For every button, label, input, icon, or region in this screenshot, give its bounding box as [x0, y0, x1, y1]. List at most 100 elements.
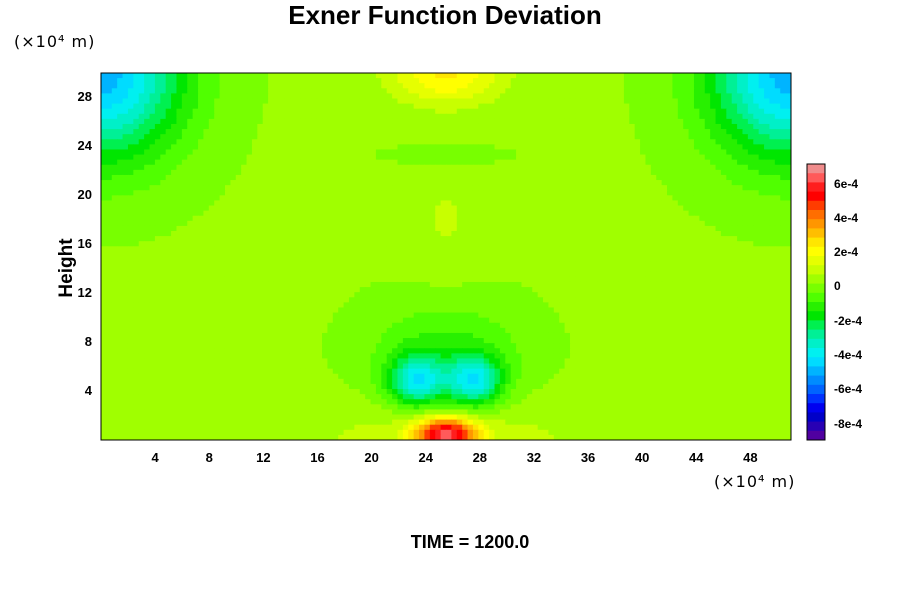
- field-cell: [683, 108, 690, 115]
- field-cell: [785, 210, 791, 217]
- field-cell: [720, 159, 727, 166]
- field-cell: [429, 108, 436, 115]
- field-cell: [165, 256, 172, 263]
- field-cell: [553, 236, 560, 242]
- field-cell: [521, 113, 528, 120]
- field-cell: [774, 83, 781, 89]
- field-cell: [241, 113, 248, 120]
- field-cell: [187, 231, 194, 237]
- field-cell: [289, 93, 296, 100]
- field-cell: [327, 174, 334, 181]
- field-cell: [667, 246, 674, 253]
- field-cell: [402, 241, 409, 247]
- field-cell: [208, 231, 215, 237]
- field-cell: [348, 154, 355, 161]
- field-cell: [295, 210, 302, 217]
- field-cell: [521, 261, 528, 268]
- field-cell: [138, 113, 145, 120]
- field-cell: [133, 215, 140, 222]
- field-cell: [413, 123, 420, 130]
- field-cell: [688, 139, 695, 145]
- field-cell: [656, 180, 663, 186]
- field-cell: [165, 78, 172, 84]
- field-cell: [165, 195, 172, 202]
- field-cell: [618, 251, 625, 258]
- field-cell: [327, 241, 334, 247]
- field-cell: [370, 190, 377, 196]
- field-cell: [564, 236, 571, 242]
- field-cell: [101, 83, 107, 89]
- field-cell: [354, 93, 361, 100]
- field-cell: [284, 215, 291, 222]
- field-cell: [295, 149, 302, 156]
- field-cell: [192, 190, 199, 196]
- field-cell: [580, 261, 587, 268]
- field-cell: [311, 154, 318, 161]
- field-cell: [780, 174, 787, 181]
- field-cell: [645, 118, 652, 125]
- field-cell: [160, 73, 167, 79]
- field-cell: [559, 241, 566, 247]
- field-cell: [332, 108, 339, 115]
- field-cell: [489, 78, 496, 84]
- field-cell: [181, 190, 188, 196]
- field-cell: [737, 134, 744, 140]
- field-cell: [101, 118, 107, 125]
- field-cell: [629, 164, 636, 171]
- field-cell: [634, 200, 641, 207]
- field-cell: [386, 139, 393, 145]
- field-cell: [230, 139, 237, 145]
- field-cell: [494, 246, 501, 253]
- field-cell: [693, 261, 700, 268]
- field-cell: [354, 159, 361, 166]
- field-cell: [343, 169, 350, 176]
- field-cell: [548, 118, 555, 125]
- field-cell: [305, 88, 312, 94]
- field-cell: [629, 113, 636, 120]
- field-cell: [758, 195, 765, 202]
- field-cell: [710, 225, 717, 232]
- field-cell: [424, 200, 431, 207]
- field-cell: [101, 246, 107, 253]
- field-cell: [273, 251, 280, 258]
- field-cell: [516, 256, 523, 263]
- field-cell: [677, 266, 684, 273]
- field-cell: [246, 123, 253, 130]
- field-cell: [704, 93, 711, 100]
- field-cell: [203, 113, 210, 120]
- field-cell: [683, 144, 690, 151]
- field-cell: [489, 83, 496, 89]
- field-cell: [623, 241, 630, 247]
- field-cell: [370, 205, 377, 212]
- field-cell: [494, 180, 501, 186]
- field-cell: [769, 246, 776, 253]
- field-cell: [392, 261, 399, 268]
- field-cell: [764, 220, 771, 227]
- field-cell: [419, 73, 426, 79]
- field-cell: [758, 164, 765, 171]
- field-cell: [408, 164, 415, 171]
- field-cell: [742, 225, 749, 232]
- field-cell: [171, 118, 178, 125]
- field-cell: [521, 220, 528, 227]
- field-cell: [494, 113, 501, 120]
- field-cell: [386, 118, 393, 125]
- field-cell: [769, 129, 776, 135]
- field-cell: [667, 215, 674, 222]
- field-cell: [591, 251, 598, 258]
- field-cell: [667, 231, 674, 237]
- field-cell: [548, 164, 555, 171]
- field-cell: [332, 246, 339, 253]
- field-cell: [106, 246, 113, 253]
- field-cell: [138, 103, 145, 110]
- field-cell: [715, 83, 722, 89]
- field-cell: [456, 103, 463, 110]
- field-cell: [127, 144, 134, 151]
- field-cell: [489, 225, 496, 232]
- field-cell: [510, 190, 517, 196]
- field-cell: [408, 210, 415, 217]
- field-cell: [370, 266, 377, 273]
- field-cell: [424, 123, 431, 130]
- field-cell: [634, 195, 641, 202]
- field-cell: [413, 73, 420, 79]
